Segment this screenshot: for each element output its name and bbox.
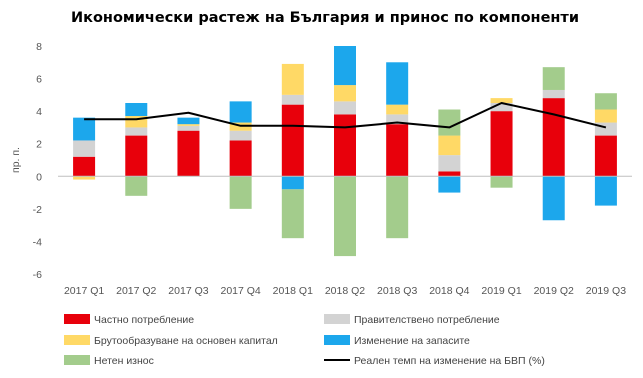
bar-segment-s1-c0	[73, 140, 96, 157]
bar-segment-s3-c7	[438, 176, 461, 193]
bar-segment-s1-c3	[229, 130, 252, 141]
bar-segment-s2-c8	[490, 98, 513, 103]
x-category-label: 2017 Q4	[220, 285, 260, 297]
y-tick-label: 4	[36, 106, 42, 118]
bar-segment-s1-c6	[386, 114, 409, 125]
legend-item: Изменение на запасите	[324, 335, 470, 347]
bar-segment-s2-c6	[386, 104, 409, 115]
bar-segment-s4-c8	[490, 176, 513, 188]
bar-segment-s1-c1	[125, 127, 148, 136]
gdp-growth-line	[84, 102, 607, 129]
bar-segment-s3-c9	[542, 176, 565, 221]
bar-segment-s1-c7	[438, 155, 461, 172]
x-category-label: 2017 Q2	[116, 285, 156, 297]
bar-segment-s3-c2	[177, 117, 200, 125]
legend-label: Правителствено потребление	[354, 314, 500, 326]
legend-label: Нетен износ	[94, 355, 154, 367]
bar-segment-s4-c3	[229, 176, 252, 209]
bar-segment-s2-c4	[281, 63, 304, 95]
bar-segment-s2-c2	[177, 124, 200, 126]
x-category-label: 2018 Q1	[273, 285, 313, 297]
y-tick-label: 0	[36, 171, 42, 183]
y-tick-label: 2	[36, 139, 42, 151]
legend-item: Правителствено потребление	[324, 314, 500, 326]
y-tick-labels: -6 -4 -2 0 2 4 6 8	[33, 41, 43, 281]
bar-segment-s2-c0	[73, 176, 96, 180]
bar-segment-s1-c2	[177, 125, 200, 131]
legend-swatch	[64, 335, 90, 345]
legend-label: Изменение на запасите	[354, 335, 470, 347]
bar-segment-s0-c1	[125, 135, 148, 177]
bar-segment-s0-c6	[386, 124, 409, 177]
chart-title: Икономически растеж на България и принос…	[71, 10, 579, 26]
legend-item: Брутообразуване на основен капитал	[64, 335, 278, 347]
legend-label: Частно потребление	[94, 314, 194, 326]
bar-segment-s2-c5	[334, 85, 356, 102]
bar-segment-s4-c1	[125, 176, 148, 196]
y-axis-title: пр. п.	[10, 147, 22, 173]
x-category-label: 2019 Q1	[481, 285, 521, 297]
legend-label: Реален темп на изменение на БВП (%)	[354, 355, 545, 367]
legend-item: Реален темп на изменение на БВП (%)	[324, 355, 545, 367]
bar-segment-s0-c8	[490, 111, 513, 177]
bar-segment-s0-c4	[281, 104, 304, 177]
y-axis-title-group: пр. п.	[10, 147, 22, 173]
bar-segment-s4-c9	[542, 67, 565, 90]
bar-segment-s2-c7	[438, 135, 461, 156]
bar-segment-s0-c7	[438, 171, 461, 177]
bar-segment-s0-c9	[542, 98, 565, 177]
legend-swatch	[324, 335, 350, 345]
x-category-label: 2018 Q4	[429, 285, 469, 297]
bar-segment-s4-c10	[594, 93, 617, 110]
bar-segment-s0-c5	[334, 114, 356, 177]
bar-segment-s1-c8	[490, 103, 513, 112]
legend: Частно потребление Правителствено потребл…	[64, 314, 545, 367]
x-category-label: 2019 Q3	[586, 285, 626, 297]
x-category-label: 2017 Q3	[168, 285, 208, 297]
legend-item: Частно потребление	[64, 314, 194, 326]
bar-segment-s0-c0	[73, 156, 96, 177]
bar-segment-s0-c10	[594, 135, 617, 177]
legend-swatch	[64, 355, 90, 365]
x-category-label: 2017 Q1	[64, 285, 104, 297]
legend-item: Нетен износ	[64, 355, 154, 367]
bar-segment-s1-c5	[334, 101, 356, 115]
bar-segment-s0-c2	[177, 130, 200, 177]
bar-segment-s3-c3	[229, 101, 252, 123]
bar-segment-s3-c10	[594, 176, 617, 206]
bar-segment-s2-c10	[594, 109, 617, 123]
x-category-label: 2018 Q2	[325, 285, 365, 297]
legend-swatch	[64, 314, 90, 324]
bar-segment-s4-c5	[334, 176, 356, 257]
bars	[73, 46, 617, 257]
y-tick-label: 8	[36, 41, 42, 53]
bar-segment-s1-c9	[542, 89, 565, 99]
legend-label: Брутообразуване на основен капитал	[94, 335, 278, 347]
bar-segment-s3-c4	[281, 176, 304, 190]
bar-segment-s2-c1	[125, 116, 148, 128]
bar-segment-s3-c5	[334, 46, 356, 86]
bar-segment-s3-c1	[125, 103, 148, 117]
x-category-label: 2019 Q2	[534, 285, 574, 297]
y-tick-label: -6	[33, 269, 42, 281]
gdp-line-group	[84, 102, 607, 129]
bar-segment-s4-c7	[438, 109, 461, 136]
bar-segment-s3-c0	[73, 117, 96, 141]
bar-segment-s3-c6	[386, 62, 409, 105]
bar-segment-s0-c3	[229, 140, 252, 177]
bar-segment-s4-c4	[281, 189, 304, 239]
y-tick-label: -4	[33, 236, 42, 248]
x-category-label: 2018 Q3	[377, 285, 417, 297]
y-tick-label: -2	[33, 204, 42, 216]
legend-swatch	[324, 314, 350, 324]
category-labels: 2017 Q1 2017 Q2 2017 Q3 2017 Q4 2018 Q1 2018 …	[64, 285, 626, 297]
y-tick-label: 6	[36, 74, 42, 86]
bar-segment-s4-c6	[386, 176, 409, 239]
bar-segment-s1-c4	[281, 94, 304, 105]
